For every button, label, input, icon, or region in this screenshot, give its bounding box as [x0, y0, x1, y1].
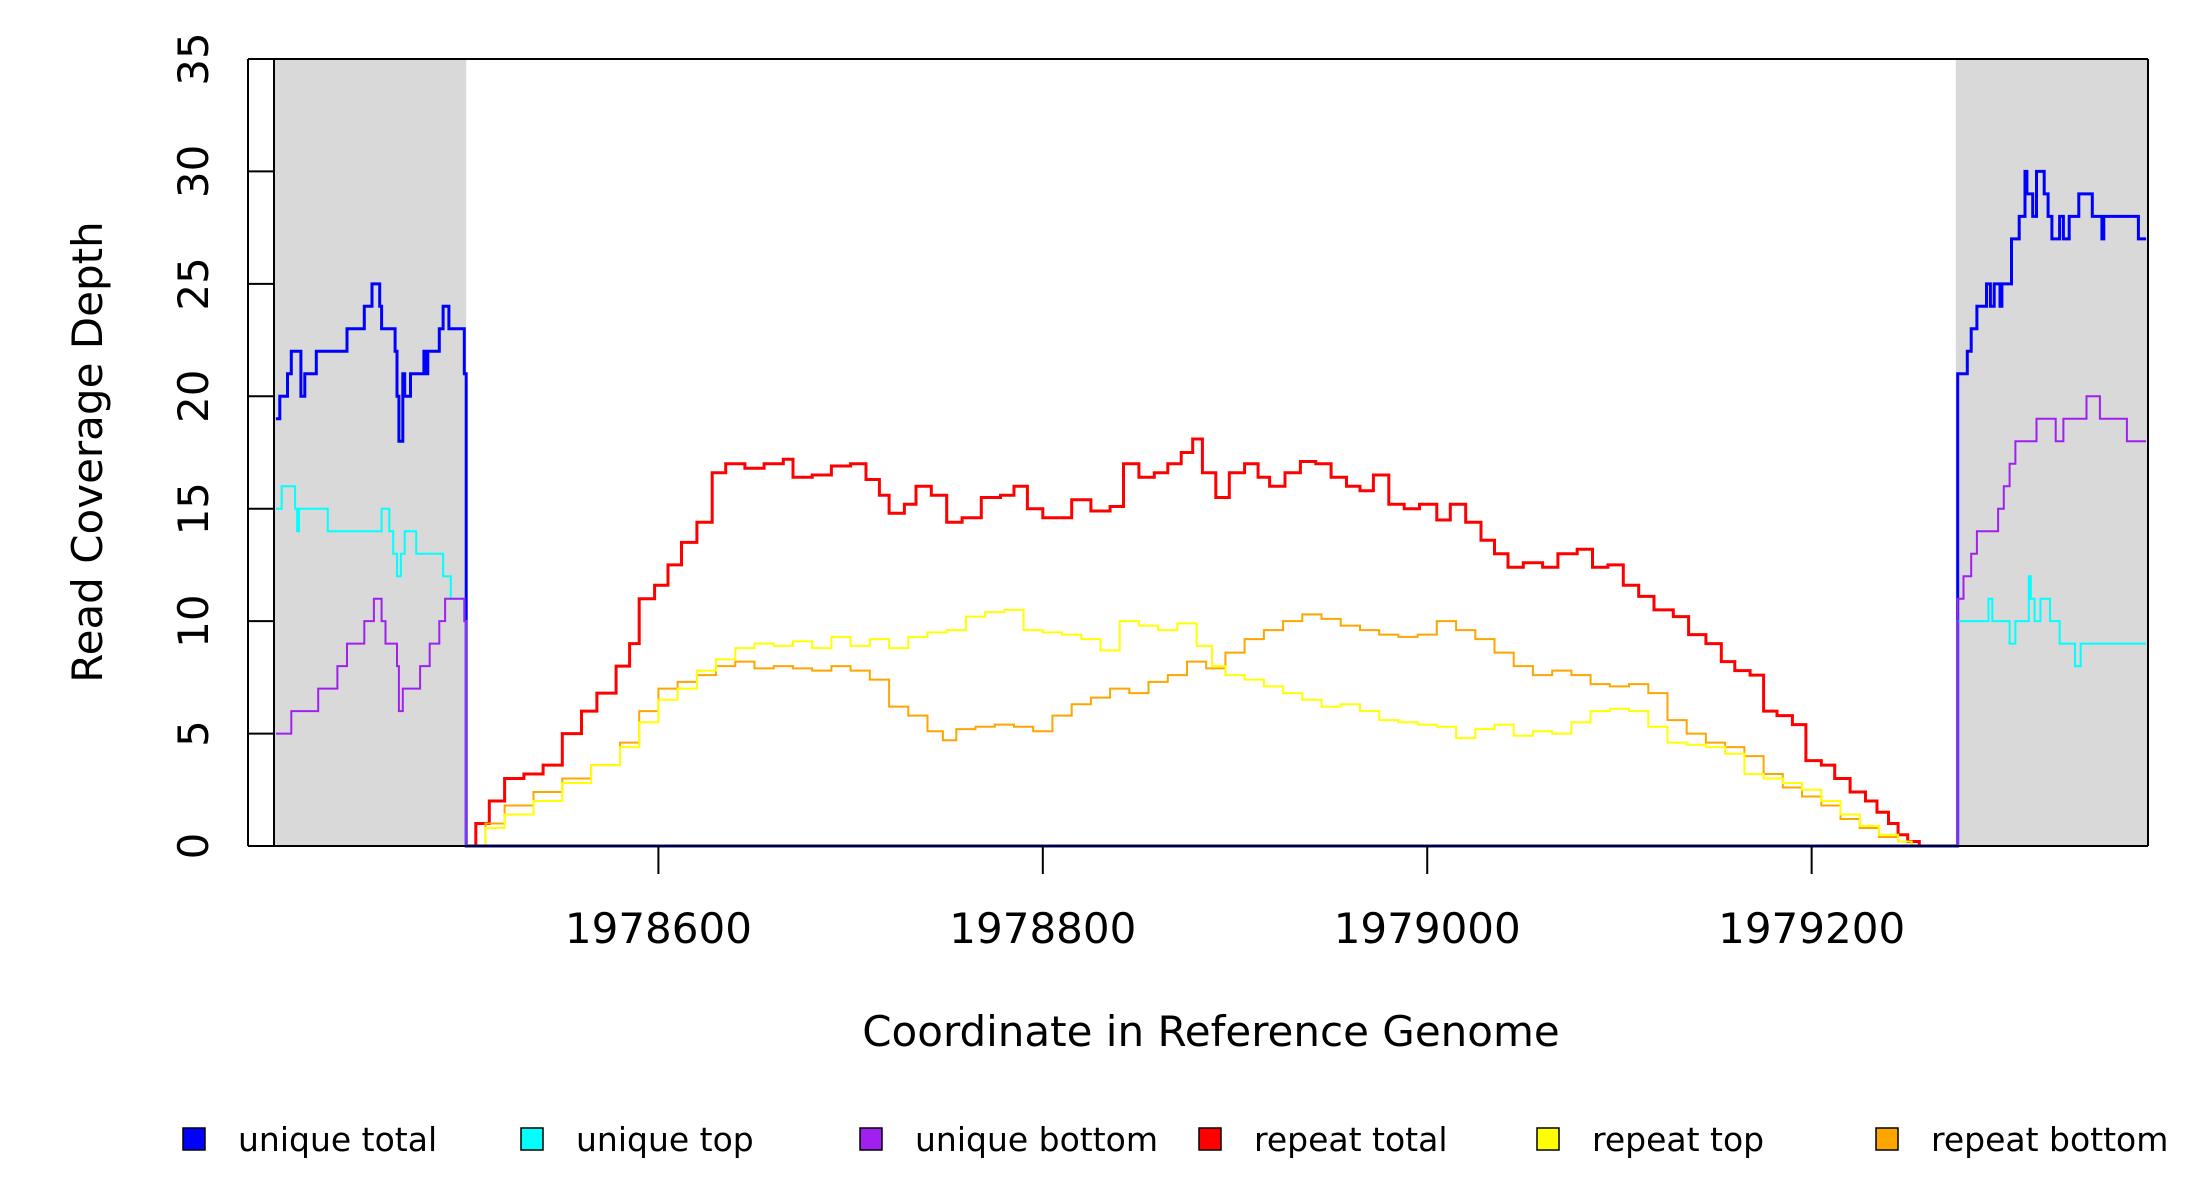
- legend-label-unique-bottom: unique bottom: [915, 1120, 1158, 1159]
- legend-swatch-unique-bottom: [859, 1127, 883, 1151]
- y-tick-label-15: 15: [169, 482, 218, 535]
- series-line-repeat-bottom: [466, 613, 2147, 847]
- legend-swatch-repeat-bottom: [1875, 1127, 1899, 1151]
- x-axis-title: Coordinate in Reference Genome: [862, 1007, 1560, 1056]
- x-tick-label-1979200: 1979200: [1718, 904, 1905, 953]
- x-tick-label-1979000: 1979000: [1334, 904, 1521, 953]
- legend-swatch-repeat-top: [1536, 1127, 1560, 1151]
- legend-label-unique-top: unique top: [576, 1120, 754, 1159]
- legend-label-repeat-bottom: repeat bottom: [1931, 1120, 2168, 1159]
- shaded-region-2: [1955, 59, 2148, 846]
- legend-label-unique-total: unique total: [238, 1120, 437, 1159]
- x-tick-label-1978600: 1978600: [565, 904, 752, 953]
- x-axis: 1978600 1978800 1979000 1979200: [565, 846, 1905, 953]
- legend: unique total unique top unique bottom repea…: [182, 1120, 2168, 1159]
- y-tick-label-10: 10: [169, 594, 218, 647]
- shaded-regions: [274, 59, 2148, 846]
- legend-label-repeat-total: repeat total: [1254, 1120, 1448, 1159]
- series-line-repeat-total: [466, 437, 1921, 848]
- y-tick-label-35: 35: [169, 32, 218, 85]
- x-tick-label-1978800: 1978800: [949, 904, 1136, 953]
- legend-swatch-unique-total: [182, 1127, 206, 1151]
- series-line-unique-total: [275, 169, 2147, 848]
- series-lines: [275, 169, 2147, 848]
- shaded-region-1: [274, 59, 467, 846]
- series-line-unique-bottom: [275, 395, 2147, 847]
- y-axis-title: Read Coverage Depth: [63, 221, 112, 682]
- y-tick-label-0: 0: [169, 833, 218, 860]
- y-tick-label-25: 25: [169, 257, 218, 310]
- legend-swatch-repeat-total: [1198, 1127, 1222, 1151]
- y-axis: 0 5 10 15 20 25 30 35: [169, 32, 274, 859]
- series-line-repeat-top: [466, 608, 1913, 847]
- legend-swatch-unique-top: [520, 1127, 544, 1151]
- y-tick-label-5: 5: [169, 720, 218, 747]
- plot-frame: [273, 58, 2149, 847]
- legend-label-repeat-top: repeat top: [1592, 1120, 1764, 1159]
- y-tick-label-20: 20: [169, 370, 218, 423]
- y-tick-label-30: 30: [169, 145, 218, 198]
